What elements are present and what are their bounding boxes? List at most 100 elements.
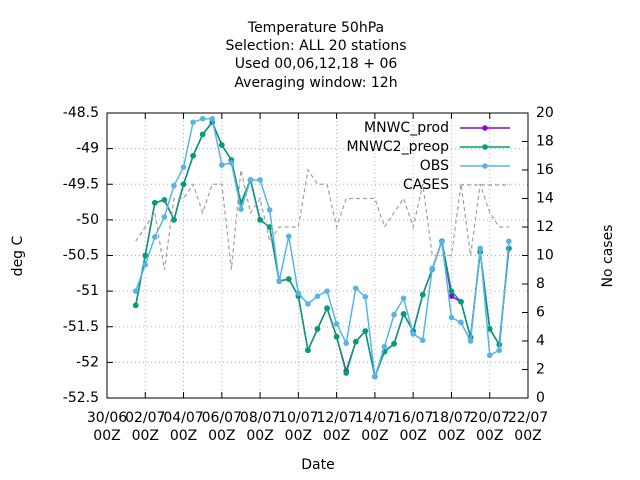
- point: [199, 115, 206, 122]
- legend-marker: [482, 163, 488, 169]
- point: [362, 328, 369, 334]
- point: [458, 299, 464, 305]
- y2-tick-label: 2: [536, 362, 545, 378]
- point: [419, 291, 426, 298]
- point: [190, 152, 196, 159]
- point: [448, 288, 455, 294]
- x-tick-label: 12/07: [316, 410, 356, 426]
- point: [381, 343, 388, 350]
- point: [257, 217, 263, 223]
- point: [314, 326, 321, 332]
- y-tick-label: -49.5: [63, 176, 99, 192]
- point: [152, 199, 158, 206]
- point: [276, 278, 283, 284]
- point: [219, 142, 225, 148]
- point: [171, 217, 177, 223]
- point: [285, 276, 292, 282]
- series-line: [134, 120, 510, 380]
- legend-label: CASES: [403, 177, 449, 193]
- point: [161, 214, 168, 220]
- x-tick-label: 16/07: [393, 410, 433, 426]
- point: [228, 160, 235, 166]
- point: [506, 238, 512, 245]
- point: [219, 162, 225, 168]
- point: [448, 293, 455, 299]
- y2-axis-label: No cases: [600, 225, 616, 288]
- point: [199, 131, 206, 138]
- point: [410, 331, 416, 337]
- x-tick-label: 14/07: [355, 410, 395, 426]
- x-tick-label: 00Z: [208, 428, 235, 444]
- x-axis-label: Date: [301, 457, 334, 473]
- point: [391, 311, 397, 318]
- x-tick-label: 30/06: [87, 410, 127, 426]
- x-tick-label: 00Z: [438, 428, 465, 444]
- y-tick-label: -51.5: [63, 319, 99, 335]
- x-tick-label: 20/07: [470, 410, 510, 426]
- point: [142, 261, 149, 268]
- y-tick-label: -52: [76, 354, 99, 370]
- point: [372, 373, 378, 380]
- y2-tick-label: 10: [536, 248, 554, 264]
- point: [152, 234, 158, 240]
- x-tick-label: 06/07: [202, 410, 242, 426]
- point: [486, 326, 493, 332]
- x-tick-label: 00Z: [246, 428, 273, 444]
- y2-tick-label: 12: [536, 219, 554, 235]
- y2-tick-label: 20: [536, 105, 554, 121]
- point: [333, 321, 340, 327]
- x-tick-label: 00Z: [132, 428, 159, 444]
- legend-marker: [482, 144, 488, 150]
- x-tick-label: 22/07: [508, 410, 548, 426]
- y-axis-label: deg C: [10, 235, 26, 276]
- point: [142, 252, 149, 259]
- y2-tick-label: 0: [536, 390, 545, 406]
- point: [448, 314, 455, 321]
- point: [324, 305, 330, 312]
- x-tick-label: 00Z: [361, 428, 388, 444]
- x-tick-label: 00Z: [170, 428, 197, 444]
- point: [209, 115, 216, 122]
- point: [266, 207, 273, 213]
- y-tick-label: -52.5: [63, 390, 99, 406]
- x-tick-label: 00Z: [93, 428, 120, 444]
- point: [419, 337, 426, 344]
- y-tick-label: -49: [76, 141, 99, 157]
- point: [458, 319, 464, 326]
- y2-tick-label: 14: [536, 191, 554, 207]
- point: [180, 181, 187, 188]
- x-tick-label: 02/07: [125, 410, 165, 426]
- x-tick-label: 08/07: [240, 410, 280, 426]
- point: [257, 177, 263, 183]
- point: [171, 182, 177, 189]
- chart-subtitle: Used 00,06,12,18 + 06: [235, 56, 398, 72]
- x-tick-label: 18/07: [431, 410, 471, 426]
- point: [352, 285, 359, 292]
- point: [400, 295, 407, 302]
- point: [400, 311, 407, 317]
- chart-subtitle: Selection: ALL 20 stations: [225, 38, 406, 54]
- legend-label: MNWC2_preop: [347, 139, 450, 155]
- legend-label: OBS: [420, 158, 449, 174]
- point: [295, 290, 302, 297]
- chart-title: Temperature 50hPa: [247, 20, 384, 36]
- y2-tick-label: 16: [536, 162, 554, 178]
- y2-tick-label: 8: [536, 276, 545, 292]
- x-tick-label: 00Z: [399, 428, 426, 444]
- point: [190, 119, 196, 126]
- point: [305, 301, 311, 307]
- point: [477, 245, 483, 252]
- y-tick-label: -50: [76, 212, 99, 228]
- point: [285, 233, 292, 240]
- point: [132, 288, 139, 294]
- point: [391, 341, 397, 347]
- x-tick-label: 00Z: [323, 428, 350, 444]
- point: [362, 294, 369, 300]
- point: [161, 197, 168, 203]
- point: [324, 288, 330, 294]
- x-tick-label: 00Z: [514, 428, 541, 444]
- point: [439, 239, 445, 245]
- point: [343, 340, 350, 346]
